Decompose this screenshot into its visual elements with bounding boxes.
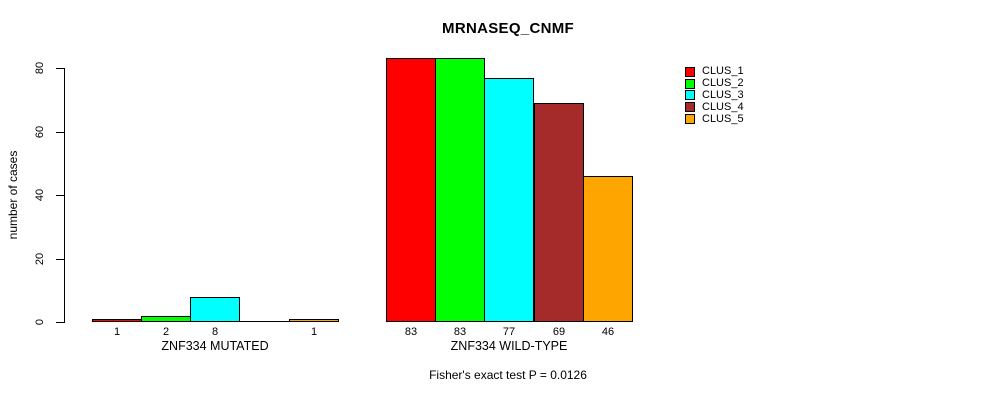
legend-swatch-icon [685,78,695,89]
legend-row-clus_4: CLUS_4 [685,101,744,113]
bar-clus_3 [484,78,534,322]
bar-value-label: 2 [162,326,170,338]
bar-clus_4-zero [240,321,290,322]
bar-clus_1 [386,58,436,322]
y-axis-tick-label: 60 [34,125,46,139]
fisher-test-footnote: Fisher's exact test P = 0.0126 [429,368,587,382]
chart-title: MRNASEQ_CNMF [442,20,574,37]
legend-row-clus_1: CLUS_1 [685,66,744,78]
y-axis-tick [56,259,64,260]
legend-swatch-icon [685,102,695,113]
bar-clus_2 [435,58,485,322]
bar-value-label: 83 [404,326,418,338]
legend-label: CLUS_4 [702,100,744,113]
bar-value-label: 77 [502,326,516,338]
legend-row-clus_3: CLUS_3 [685,88,744,102]
bar-clus_5 [289,319,339,322]
bar-value-label: 83 [453,326,467,338]
legend-swatch-icon [685,114,695,125]
bar-value-label: 1 [310,326,318,338]
bar-value-label: 8 [211,326,219,338]
y-axis-tick-label: 40 [34,188,46,202]
category-label: ZNF334 MUTATED [161,339,269,353]
legend-row-clus_2: CLUS_2 [685,78,744,90]
legend-label: CLUS_2 [702,77,744,90]
y-axis-tick-label: 80 [34,61,46,75]
y-axis-tick [56,322,64,323]
y-axis-tick-label: 20 [34,252,46,266]
bar-clus_3 [190,297,240,322]
bar-value-label: 1 [113,326,121,338]
legend-label: CLUS_1 [702,65,744,78]
bar-clus_4 [534,103,584,322]
bar-clus_1 [92,319,142,322]
legend: CLUS_1 CLUS_2 CLUS_3 CLUS_4 CLUS_5 [685,66,744,125]
category-label: ZNF334 WILD-TYPE [450,339,568,353]
bar-clus_2 [141,316,191,322]
legend-label: CLUS_5 [702,112,744,125]
legend-swatch-icon [685,90,695,101]
bar-value-label: 69 [552,326,566,338]
bar-value-label: 46 [601,326,615,338]
y-axis-tick [56,132,64,133]
y-axis-line [64,68,65,323]
legend-row-clus_5: CLUS_5 [685,113,744,125]
legend-label: CLUS_3 [702,88,744,101]
bar-clus_5 [583,176,633,322]
legend-swatch-icon [685,66,695,77]
y-axis-tick [56,68,64,69]
y-axis-title: number of cases [6,150,20,240]
y-axis-tick [56,195,64,196]
y-axis-tick-label: 0 [34,318,46,326]
